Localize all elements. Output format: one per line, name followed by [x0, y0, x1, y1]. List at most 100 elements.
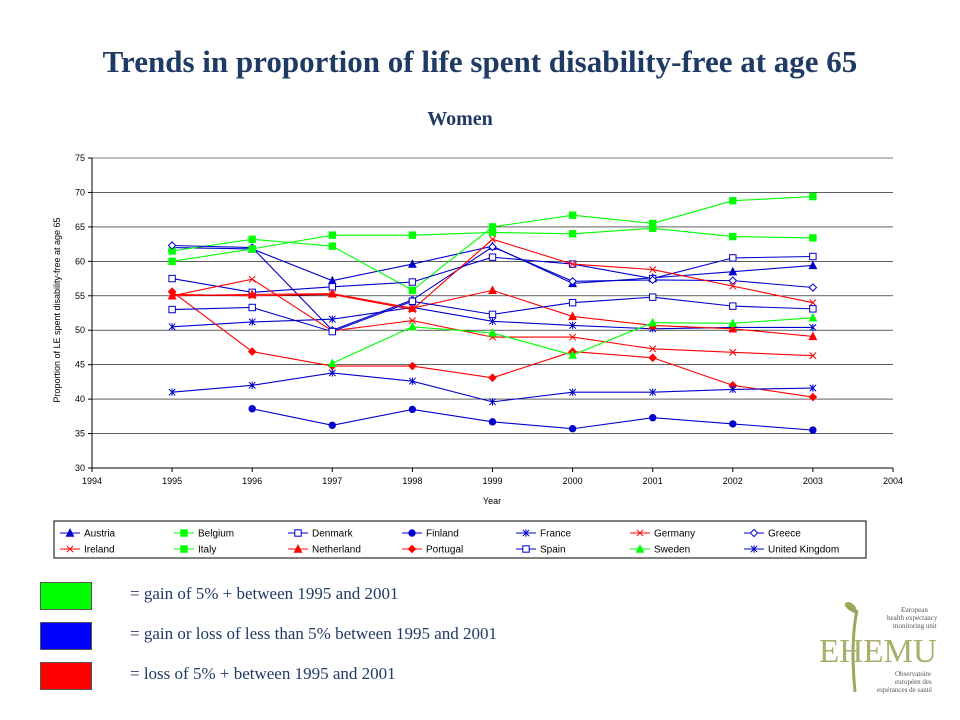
point-spain-1998	[408, 297, 417, 305]
legend-item-france: France	[516, 529, 572, 540]
x-axis-label: Year	[483, 496, 501, 506]
legend-item-greece: Greece	[744, 529, 801, 540]
point-sweden-2000	[568, 350, 578, 359]
point-belgium-1996	[248, 235, 256, 243]
y-tick-label-55: 55	[75, 291, 85, 301]
key-swatch-gain	[40, 582, 92, 610]
series-sweden	[327, 312, 818, 367]
legend-label-denmark: Denmark	[312, 529, 354, 540]
point-belgium-1997	[328, 242, 337, 250]
point-denmark-1995	[168, 274, 176, 283]
point-spain-1999	[488, 310, 497, 319]
legend-marker-greece	[749, 528, 759, 538]
legend-label-austria: Austria	[84, 529, 116, 540]
legend-marker-portugal	[407, 544, 417, 554]
point-netherland-2002	[728, 323, 738, 333]
point-sweden-2001	[648, 317, 658, 327]
logo-plant-leaf	[844, 602, 857, 614]
point-netherland-2003	[808, 331, 818, 341]
logo-plant-stem	[851, 609, 859, 693]
legend-label-finland: Finland	[426, 529, 459, 540]
legend-marker-ireland	[66, 545, 74, 553]
legend-marker-france	[522, 529, 530, 537]
point-portugal-1998	[408, 361, 417, 371]
point-italy-1997	[328, 231, 337, 239]
logo-text-fr-2: européen des	[895, 678, 932, 686]
point-germany-2003	[809, 352, 817, 360]
point-germany-1996	[248, 275, 256, 283]
legend-label-france: France	[540, 529, 572, 540]
point-belgium-2002	[729, 197, 737, 205]
point-ireland-2002	[729, 282, 737, 290]
point-denmark-1999	[488, 253, 497, 261]
point-denmark-2003	[809, 252, 817, 261]
point-ireland-2003	[809, 299, 817, 307]
chart-series-group	[167, 192, 818, 434]
logo-text-en-2: health expectancy	[887, 614, 938, 622]
point-spain-1995	[168, 305, 176, 314]
legend-label-belgium: Belgium	[198, 529, 234, 540]
point-united-kingdom-1997	[328, 369, 336, 377]
x-tick-label-1999: 1999	[482, 476, 502, 486]
series-spain	[168, 293, 817, 336]
point-united-kingdom-2001	[649, 388, 657, 396]
chart-subtitle: Women	[427, 108, 493, 130]
chart-axes: 30 35 40 45 50 55 60 65 70 75 1994 1995 1996 1997 1998…	[75, 153, 903, 486]
point-finland-2000	[568, 425, 577, 433]
point-spain-2001	[649, 293, 657, 301]
point-italy-1998	[408, 231, 417, 239]
point-netherland-1997	[327, 288, 337, 298]
y-tick-label-35: 35	[75, 429, 85, 439]
legend-marker-finland	[408, 529, 416, 537]
point-spain-2003	[809, 305, 817, 313]
x-tick-label-1995: 1995	[162, 476, 182, 486]
logo-text-fr: Observatoire européen des espérances de …	[877, 670, 932, 694]
logo-text-fr-3: espérances de santé	[877, 686, 932, 694]
point-italy-1999	[488, 228, 497, 237]
point-italy-2001	[649, 224, 657, 232]
point-spain-1996	[248, 303, 256, 312]
series-finland	[248, 405, 817, 434]
logo-text-en-3: monitoring unit	[893, 622, 937, 630]
key-label-stable: = gain or loss of less than 5% between 1…	[130, 624, 497, 643]
point-united-kingdom-1995	[168, 388, 176, 396]
point-netherland-1996	[247, 289, 257, 299]
y-tick-label-60: 60	[75, 256, 85, 266]
y-tick-label-50: 50	[75, 325, 85, 335]
point-greece-2000	[568, 277, 577, 286]
x-tick-label-2000: 2000	[563, 476, 583, 486]
legend-item-ireland: Ireland	[60, 545, 115, 556]
legend-marker-italy	[180, 545, 188, 553]
legend-marker-germany	[636, 529, 644, 537]
point-italy-2000	[568, 230, 577, 238]
x-tick-label-1996: 1996	[242, 476, 262, 486]
point-france-1999	[488, 317, 497, 325]
legend-marker-united-kingdom	[750, 545, 758, 553]
legend-item-denmark: Denmark	[288, 529, 354, 540]
point-denmark-2002	[729, 254, 737, 262]
point-portugal-1999	[488, 373, 497, 383]
legend-marker-denmark	[294, 529, 302, 537]
point-sweden-1999	[488, 328, 497, 337]
y-tick-label-45: 45	[75, 360, 85, 370]
point-ireland-1999	[488, 235, 497, 243]
point-greece-2003	[808, 283, 818, 292]
legend-label-germany: Germany	[654, 529, 695, 540]
point-netherland-1998	[407, 303, 417, 312]
chart-legend: Austria Belgium Denmark Finland France German…	[60, 528, 839, 556]
y-tick-label-70: 70	[75, 187, 85, 197]
point-greece-1995	[167, 241, 177, 250]
legend-marker-netherland	[293, 544, 303, 553]
x-tick-label-1998: 1998	[402, 476, 422, 486]
legend-marker-austria	[65, 528, 75, 537]
y-tick-label-40: 40	[75, 394, 85, 404]
point-sweden-1997	[327, 358, 337, 367]
point-united-kingdom-2000	[569, 388, 577, 396]
x-tick-label-1997: 1997	[322, 476, 342, 486]
point-sweden-2003	[808, 312, 818, 322]
y-axis-label: Proportion of LE spent disability-free a…	[52, 217, 62, 402]
legend-item-austria: Austria	[60, 528, 116, 540]
point-sweden-1998	[407, 321, 417, 331]
point-finland-1998	[408, 405, 417, 414]
legend-marker-belgium	[180, 529, 188, 537]
